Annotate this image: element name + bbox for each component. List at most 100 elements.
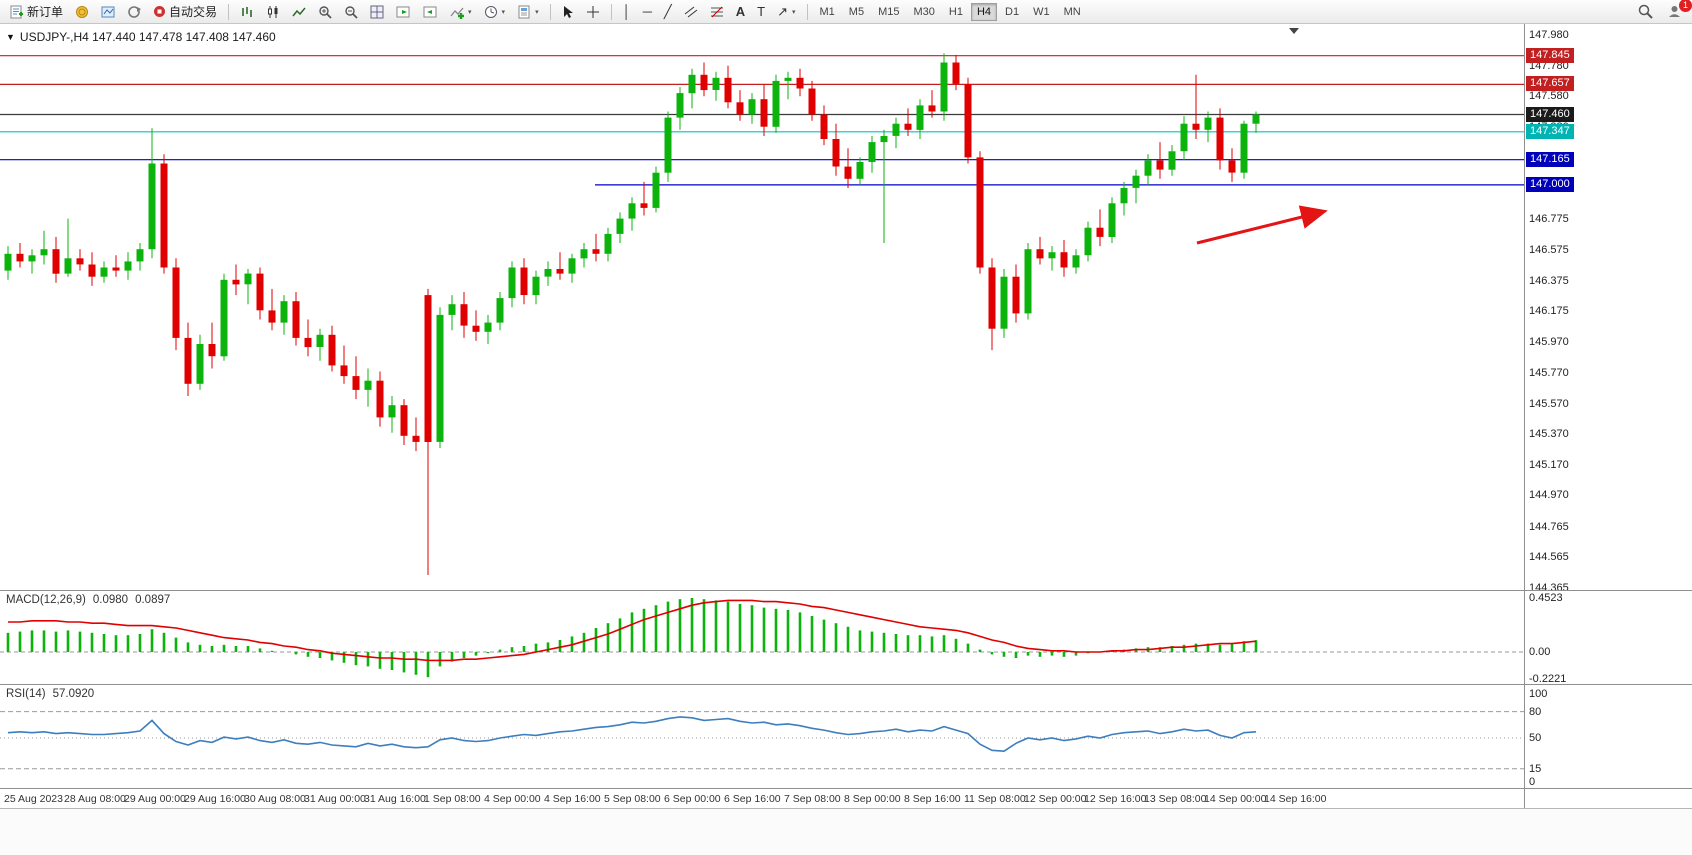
time-tick: 8 Sep 16:00 [904,793,961,805]
timeframe-h4-button[interactable]: H4 [970,2,998,21]
axis-tick: 146.575 [1529,243,1569,256]
zoom-out-button[interactable] [339,2,363,22]
chart-shift-marker-icon [1289,28,1299,34]
price-chart-canvas[interactable] [0,24,1524,590]
templates-button[interactable]: ▾ [512,2,544,22]
axis-tick: 145.770 [1529,367,1569,380]
chart-shift-icon [423,6,437,17]
horizontal-line-button[interactable]: ─ [638,2,657,22]
channel-icon [684,6,698,17]
toolbar-separator [549,3,551,20]
time-axis[interactable]: 25 Aug 2023 28 Aug 08:00 29 Aug 00:00 29 Au… [0,790,1524,808]
time-tick: 30 Aug 08:00 [244,793,306,805]
channel-button[interactable] [679,2,703,22]
auto-scroll-icon [396,6,410,17]
panel-separator [0,788,1692,789]
macd-signal-value: 0.0897 [135,594,171,606]
time-tick: 5 Sep 08:00 [604,793,661,805]
arrow-tool-icon: ↗ [777,4,788,19]
time-tick: 7 Sep 08:00 [784,793,841,805]
axis-tick: 146.175 [1529,305,1569,318]
time-tick: 4 Sep 00:00 [484,793,541,805]
time-tick: 29 Aug 16:00 [184,793,246,805]
timeframe-w1-button[interactable]: W1 [1027,3,1056,21]
arrows-button[interactable]: ↗ ▾ [772,2,800,22]
rsi-indicator-label: RSI(14) 57.0920 [6,688,94,700]
periods-button[interactable]: ▾ [479,2,511,22]
metaeditor-button[interactable] [96,2,120,22]
timeframe-m15-button[interactable]: M15 [872,3,905,21]
zoom-out-icon [345,5,358,19]
autotrading-label: 自动交易 [169,5,218,19]
coin-icon [76,5,89,18]
panel-separator[interactable] [0,590,1692,591]
macd-name: MACD(12,26,9) [6,594,86,606]
price-axis[interactable]: 147.980147.780147.580147.380147.180146.9… [1524,24,1692,808]
axis-tick: 50 [1529,732,1542,744]
timeframe-h1-button[interactable]: H1 [943,3,969,21]
time-tick: 4 Sep 16:00 [544,793,601,805]
timeframe-d1-button[interactable]: D1 [999,3,1025,21]
indicators-button[interactable]: ▾ [445,2,477,22]
time-tick: 13 Sep 08:00 [1144,793,1207,805]
candlestick-chart-button[interactable] [261,2,285,22]
zoom-in-button[interactable] [313,2,337,22]
zoom-in-icon [319,5,332,19]
vertical-line-button[interactable]: │ [618,2,636,22]
cursor-button[interactable] [557,2,579,22]
timeframe-m30-button[interactable]: M30 [907,3,940,21]
timeframe-m5-button[interactable]: M5 [843,3,870,21]
line-chart-button[interactable] [287,2,311,22]
rsi-value: 57.0920 [52,688,95,700]
tile-windows-button[interactable] [365,2,389,22]
time-tick: 8 Sep 00:00 [844,793,901,805]
fibonacci-button[interactable] [705,2,729,22]
deposit-button[interactable] [70,2,94,22]
chart-shift-button[interactable] [418,2,443,22]
time-tick: 6 Sep 00:00 [664,793,721,805]
macd-chart-canvas[interactable] [0,592,1524,684]
chevron-down-icon: ▾ [468,8,472,16]
axis-tick: 0.00 [1529,646,1551,658]
autotrading-button[interactable]: 自动交易 [148,2,222,22]
price-badge: 147.460 [1526,106,1574,122]
tile-windows-icon [370,5,384,18]
user-icon [1669,6,1680,17]
axis-tick: 144.365 [1529,582,1569,594]
new-order-button[interactable]: 新订单 [5,2,68,22]
time-tick: 31 Aug 16:00 [364,793,426,805]
one-click-trading-collapse-icon[interactable]: ▼ [6,32,15,42]
time-tick: 12 Sep 16:00 [1084,793,1147,805]
new-order-label: 新订单 [27,5,64,19]
search-button[interactable] [1633,2,1658,22]
crosshair-button[interactable] [581,2,605,22]
timeframe-mn-button[interactable]: MN [1058,3,1087,21]
new-order-icon [10,5,23,18]
price-badge: 147.165 [1526,151,1574,167]
text-label-button[interactable]: T [752,2,770,22]
refresh-button[interactable] [122,2,146,22]
text-button[interactable]: A [731,2,750,22]
candlestick-icon [268,5,278,18]
axis-tick: 145.570 [1529,397,1569,410]
axis-tick: 100 [1529,688,1548,700]
refresh-icon [128,5,142,18]
trendline-button[interactable]: ╱ [659,2,677,22]
auto-scroll-button[interactable] [391,2,416,22]
bar-chart-button[interactable] [235,2,259,22]
price-badge: 147.845 [1526,47,1574,63]
axis-tick: 145.170 [1529,458,1569,471]
toolbar-separator [228,3,230,20]
editor-icon [101,6,115,17]
axis-tick: -0.2221 [1529,672,1567,685]
macd-main-value: 0.0980 [92,594,129,606]
status-strip [0,808,1692,855]
time-tick: 28 Aug 08:00 [64,793,126,805]
rsi-chart-canvas[interactable] [0,686,1524,788]
timeframe-m1-button[interactable]: M1 [814,3,841,21]
community-button[interactable]: 1 [1662,0,1692,22]
bar-chart-icon [242,6,252,17]
price-badge: 147.000 [1526,176,1574,192]
horizontal-line-icon: ─ [642,4,652,19]
panel-separator[interactable] [0,684,1692,685]
